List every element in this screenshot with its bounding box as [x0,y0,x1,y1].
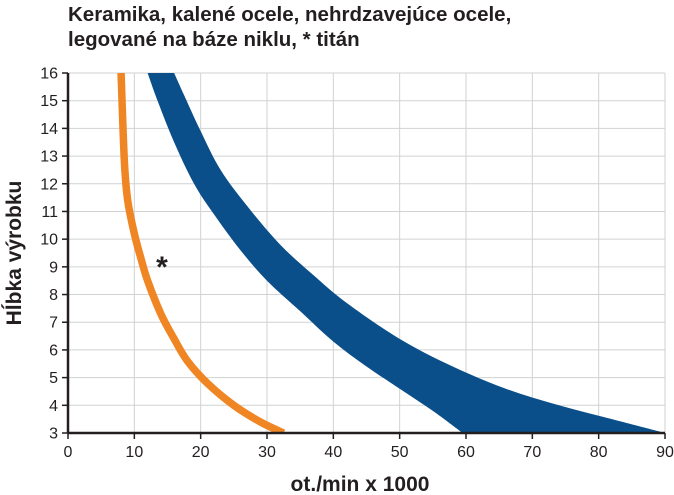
x-tick-label: 70 [523,444,541,461]
y-tick-label: 14 [40,121,58,138]
y-tick-label: 3 [49,426,58,443]
x-tick-label: 10 [125,444,143,461]
x-tick-label: 60 [457,444,475,461]
x-tick-label: 40 [324,444,342,461]
y-tick-label: 13 [40,149,58,166]
series-band [147,73,665,433]
tick-labels: 3 4 5 6 7 8 9 10 11 12 13 14 15 16 0 10 20 30 40 50 60 70 80 90 [40,66,674,462]
y-tick-label: 4 [49,398,58,415]
y-tick-label: 8 [49,287,58,304]
x-tick-label: 20 [192,444,210,461]
series-line [117,73,286,433]
chart-title-line-1: Keramika, kalené ocele, nehrdzavejúce oc… [68,3,512,26]
chart-title-line-2: legované na báze niklu, * titán [68,28,360,51]
x-tick-label: 80 [590,444,608,461]
y-tick-label: 7 [49,315,58,332]
plot-clip-group [117,73,665,433]
y-tick-label: 9 [49,259,58,276]
axes [62,72,666,439]
y-tick-label: 10 [40,232,58,249]
y-axis-label: Hĺbka výrobku [2,181,26,326]
x-tick-label: 50 [391,444,409,461]
titan-annotation: * [156,251,168,284]
x-axis-label: ot./min x 1000 [291,473,430,495]
y-tick-label: 11 [41,204,58,221]
x-tick-label: 0 [64,444,73,461]
plot-series [117,73,665,433]
x-tick-label: 90 [656,444,674,461]
x-tick-label: 30 [258,444,276,461]
chart-title: Keramika, kalené ocele, nehrdzavejúce oc… [68,2,511,52]
y-tick-label: 15 [40,93,58,110]
y-tick-label: 5 [49,370,58,387]
y-tick-label: 6 [49,342,58,359]
y-tick-label: 12 [40,176,58,193]
y-tick-label: 16 [40,66,58,83]
